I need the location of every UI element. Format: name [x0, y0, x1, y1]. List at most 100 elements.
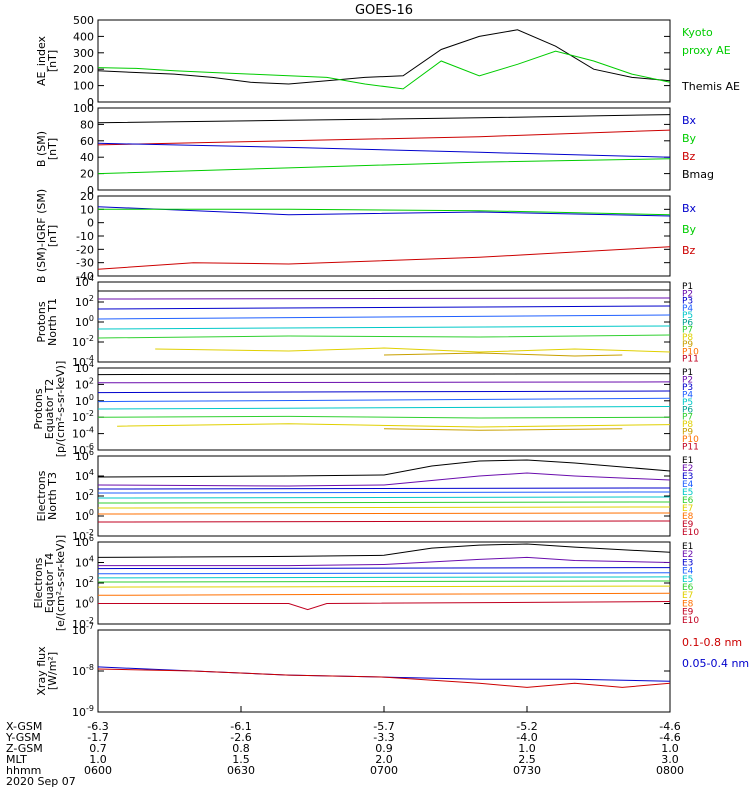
legend-entry: Bmag — [682, 168, 714, 181]
series-line-4 — [97, 397, 671, 403]
series-line-7 — [97, 585, 671, 588]
legend-entry: P1 — [682, 368, 693, 378]
series-line-9 — [98, 601, 671, 611]
series-line-2 — [98, 208, 671, 216]
series-line-1 — [97, 543, 671, 558]
y-axis-label: AE_index — [35, 35, 48, 86]
y-tick-label: 100 — [75, 596, 94, 611]
panel-frame — [97, 455, 671, 537]
y-tick-label: 104 — [75, 555, 94, 570]
y-axis-label: [e/(cm²-s-sr-keV)] — [54, 535, 67, 631]
series-line-6 — [97, 501, 671, 504]
series-line-2 — [97, 668, 671, 688]
y-axis-label: Protons — [35, 301, 48, 342]
x-row-label: Z-GSM — [6, 742, 43, 755]
series-line-7 — [97, 506, 671, 509]
y-tick-label: 10-9 — [72, 704, 94, 719]
legend-entry: E10 — [682, 616, 699, 626]
x-row-value: 0630 — [227, 764, 255, 777]
y-axis-label: North T3 — [46, 472, 59, 520]
y-tick-label: 60 — [80, 135, 94, 148]
legend-entry: Bz — [682, 150, 696, 163]
y-axis-label: B (SM)-IGRF (SM) — [35, 189, 48, 283]
y-tick-label: 40 — [80, 151, 94, 164]
series-line-3 — [97, 390, 671, 394]
legend-entry: P5 — [682, 398, 693, 408]
series-line-3 — [97, 246, 671, 270]
legend-entry: P6 — [682, 318, 693, 328]
y-tick-label: 10-8 — [72, 663, 94, 678]
legend-entry: proxy AE — [682, 44, 731, 57]
x-row-label: X-GSM — [6, 720, 42, 733]
legend-entry: P11 — [682, 355, 699, 365]
legend-entry: By — [682, 223, 697, 236]
legend-entry: E6 — [682, 496, 694, 506]
panel-bsm: 0 20 40 60 80 100 B (SM)[nT] Bx By Bz Bmag — [35, 102, 714, 197]
y-tick-label: 102 — [75, 294, 94, 309]
x-row-value: 1.0 — [89, 753, 107, 766]
y-tick-label: 0 — [87, 217, 94, 230]
series-line-2 — [97, 129, 671, 146]
y-axis-label: [nT] — [46, 50, 59, 72]
legend-entry: P2 — [682, 375, 693, 385]
y-tick-label: 10 — [80, 203, 94, 216]
y-tick-label: 106 — [75, 448, 94, 463]
y-tick-label: -40 — [76, 270, 94, 283]
x-row-value: 0.8 — [232, 742, 250, 755]
x-row-value: 0.9 — [375, 742, 393, 755]
series-line-2 — [98, 556, 671, 567]
series-line-5 — [97, 406, 671, 410]
x-row-value: 0600 — [84, 764, 112, 777]
y-tick-label: 102 — [75, 575, 94, 590]
series-line-8 — [383, 352, 623, 357]
y-tick-label: -30 — [76, 257, 94, 270]
x-row-value: -6.1 — [230, 720, 251, 733]
x-row-value: -1.7 — [87, 731, 108, 744]
x-row-value: 0.7 — [89, 742, 107, 755]
panel-frame — [97, 19, 671, 103]
y-axis-label: [p/(cm²-s-sr-keV)] — [54, 361, 67, 458]
legend-entry: P8 — [682, 333, 693, 343]
panel-xray: 10-7 10-8 10-9 Xray flux[W/m²] 0.1-0.8 nm 0.0… — [35, 622, 749, 719]
y-tick-label: 100 — [75, 508, 94, 523]
legend-entry: P11 — [682, 443, 699, 453]
panel-frame — [97, 195, 671, 277]
y-tick-label: 500 — [73, 14, 94, 27]
x-axis-annotation: X-GSM -6.3 -6.1 -5.7 -5.2 -4.6 Y-GSM -1.7 -2.6 -3… — [5, 706, 684, 788]
legend-entry: Bx — [682, 114, 697, 127]
y-tick-label: 100 — [75, 314, 94, 329]
y-tick-label: 104 — [75, 360, 94, 375]
series-line-4 — [97, 572, 671, 575]
series-line-1 — [97, 459, 671, 478]
x-row-value: 0800 — [656, 764, 684, 777]
x-row-value: -2.6 — [230, 731, 251, 744]
date-label: 2020 Sep 07 — [6, 775, 76, 788]
y-tick-label: 300 — [73, 47, 94, 60]
series-line-5 — [97, 576, 671, 579]
x-row-value: -6.3 — [87, 720, 108, 733]
series-line-6 — [97, 580, 671, 583]
x-row-value: -4.6 — [659, 731, 680, 744]
y-tick-label: 100 — [73, 80, 94, 93]
legend-entry: P4 — [682, 304, 693, 314]
y-axis-label: North T1 — [46, 298, 59, 346]
x-row-value: 1.5 — [232, 753, 250, 766]
y-tick-label: 102 — [75, 488, 94, 503]
y-axis-label: Electrons — [32, 557, 45, 608]
series-line-1 — [97, 666, 671, 682]
y-axis-label: [nT] — [46, 138, 59, 160]
legend-entry: P3 — [682, 297, 693, 307]
legend-entry: E2 — [682, 550, 693, 560]
x-row-value: -4.6 — [659, 720, 680, 733]
x-row-value: -5.7 — [373, 720, 394, 733]
x-row-value: 2.5 — [518, 753, 536, 766]
legend-entry: P7 — [682, 413, 693, 423]
series-line-2 — [97, 50, 671, 90]
series-line-5 — [97, 496, 671, 499]
panel-frame — [97, 281, 671, 363]
series-line-7 — [117, 423, 671, 428]
legend-entry: E8 — [682, 599, 694, 609]
y-axis-label: [W/m²] — [46, 652, 59, 690]
legend-entry: P10 — [682, 435, 699, 445]
